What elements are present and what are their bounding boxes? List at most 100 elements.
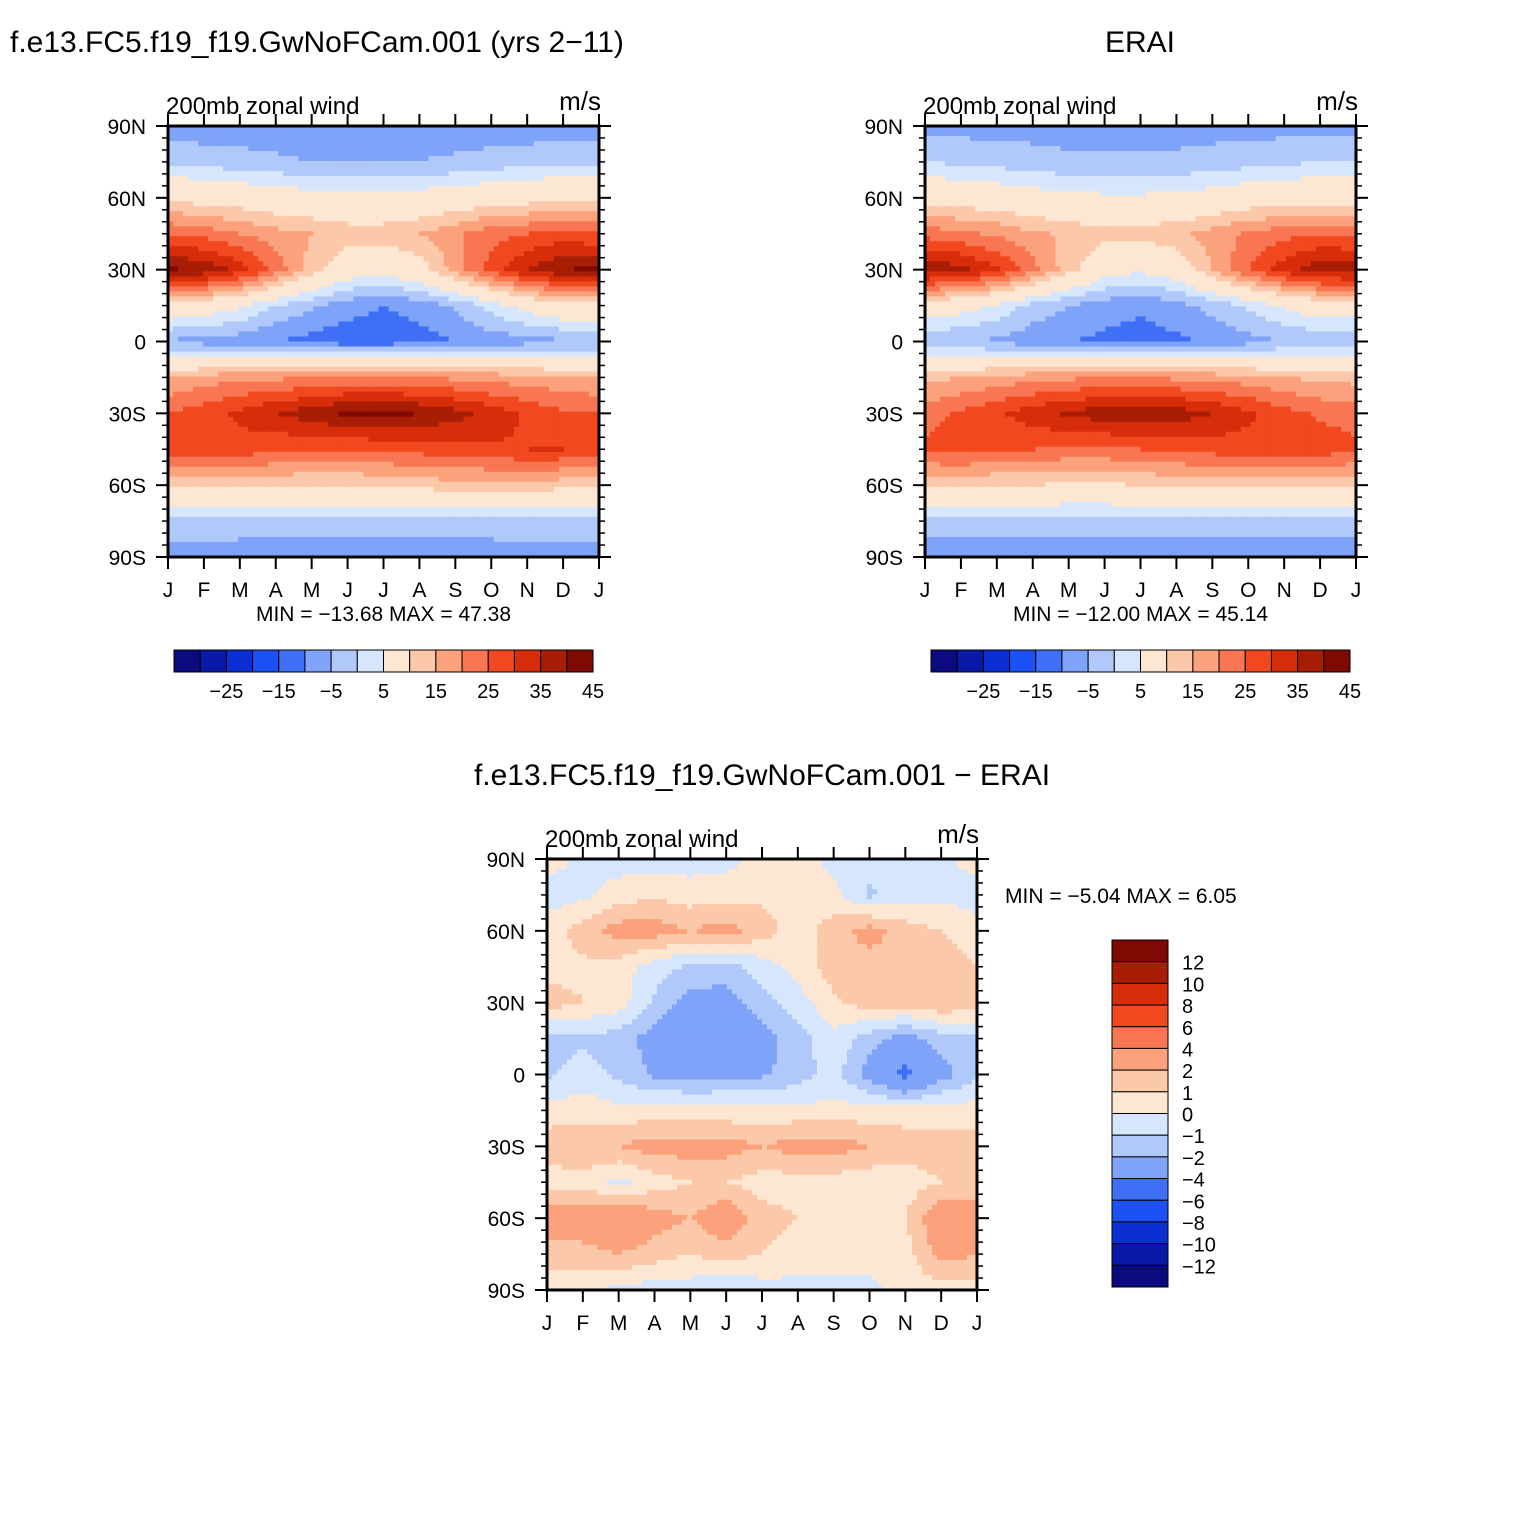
field-cell [493,326,500,333]
field-cell [258,371,264,378]
field-cell [248,281,254,287]
field-cell [423,306,430,313]
field-cell [368,326,375,333]
field-cell [363,136,370,142]
field-cell [283,296,289,303]
field-cell [528,376,535,383]
field-cell [173,306,179,313]
field-cell [218,316,224,323]
field-cell [358,331,365,338]
field-cell [363,366,370,373]
field-cell [298,126,304,132]
field-cell [278,291,284,297]
field-cell [448,211,455,217]
field-cell [453,231,460,237]
field-cell [568,356,575,363]
field-cell [228,171,234,177]
field-cell [268,341,274,348]
field-cell [328,131,334,137]
field-cell [268,301,274,308]
field-cell [183,151,189,157]
field-cell [343,256,350,262]
field-cell [538,206,545,212]
field-cell [273,286,279,292]
field-cell [588,311,595,318]
field-cell [183,166,189,172]
field-cell [458,296,465,303]
field-cell [468,136,475,142]
field-cell [508,146,515,152]
field-cell [258,126,264,132]
field-cell [323,151,329,157]
field-cell [353,186,360,192]
field-cell [258,346,264,353]
field-cell [448,351,455,358]
field-cell [323,281,329,287]
field-cell [373,331,380,338]
field-cell [458,126,465,132]
field-cell [278,206,284,212]
field-cell [458,256,465,262]
field-cell [183,131,189,137]
field-cell [533,406,540,413]
field-cell [373,371,380,378]
field-cell [358,276,365,282]
field-cell [198,341,204,348]
field-cell [523,241,530,247]
field-cell [178,341,184,348]
field-cell [443,156,450,162]
field-cell [383,321,390,328]
field-cell [488,351,495,358]
field-cell [283,346,289,353]
field-cell [508,281,515,287]
field-cell [263,161,269,167]
field-cell [333,381,339,388]
field-cell [268,386,274,393]
field-cell [228,391,234,398]
field-cell [453,366,460,373]
field-cell [268,261,274,267]
field-cell [383,156,390,162]
field-cell [408,331,415,338]
field-cell [283,276,289,282]
field-cell [178,276,184,282]
field-cell [583,161,590,167]
field-cell [348,156,355,162]
field-cell [338,311,345,318]
field-cell [218,366,224,373]
field-cell [288,146,294,152]
field-cell [218,231,224,237]
field-cell [338,366,345,373]
field-cell [453,241,460,247]
field-cell [568,366,575,373]
field-cell [558,316,565,323]
field-cell [333,216,339,222]
field-cell [333,201,339,207]
field-cell [368,236,375,242]
field-cell [333,311,339,318]
field-cell [353,176,360,182]
field-cell [408,341,415,348]
field-cell [238,221,244,227]
field-cell [473,221,480,227]
field-cell [278,306,284,313]
field-cell [503,236,510,242]
field-cell [398,406,405,413]
field-cell [488,266,495,272]
field-cell [388,131,395,137]
field-cell [478,146,485,152]
field-cell [438,261,445,267]
field-cell [353,391,360,398]
field-cell [338,161,345,167]
field-cell [533,301,540,308]
field-cell [338,171,345,177]
field-cell [413,151,420,157]
field-cell [568,391,575,398]
field-cell [243,256,249,262]
field-cell [558,311,565,318]
field-cell [498,296,505,303]
field-cell [373,251,380,257]
field-cell [528,411,535,418]
field-cell [253,266,259,272]
field-cell [398,136,405,142]
